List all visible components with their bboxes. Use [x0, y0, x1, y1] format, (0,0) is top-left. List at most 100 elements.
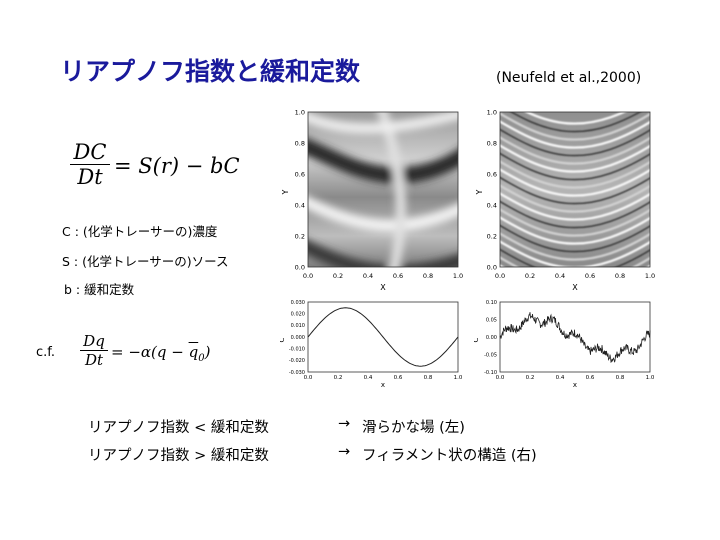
y-tick-label: 0.010	[291, 323, 305, 329]
y-tick-label: 0.2	[487, 232, 497, 240]
x-tick-label: 0.4	[556, 375, 565, 381]
smooth-section-y-ticks: 0.030 0.020 0.010 0.000 -0.010 -0.020 -0.030	[289, 300, 305, 376]
cf-fraction: Dq Dt	[80, 332, 108, 369]
x-tick-label: 0.8	[616, 375, 625, 381]
x-tick-label: 0.6	[394, 375, 403, 381]
y-tick-label: 0.05	[486, 317, 497, 323]
filament-line	[500, 208, 650, 237]
cf-numerator: Dq	[83, 332, 105, 350]
filament-line	[500, 176, 650, 205]
filament-x-label: X	[572, 283, 578, 292]
y-tick-label: 0.8	[487, 139, 497, 147]
filament-line	[500, 256, 650, 267]
x-tick-label: 1.0	[646, 375, 655, 381]
filament-x-ticks: 0.0 0.2 0.4 0.6 0.8 1.0	[495, 272, 655, 280]
filament-line	[509, 112, 642, 133]
comparison-1-right: 滑らかな場 (左)	[362, 420, 465, 436]
filament-line	[500, 224, 650, 253]
y-tick-label: 0.6	[295, 170, 305, 178]
filament-line	[500, 232, 650, 261]
x-tick-label: 0.0	[495, 272, 505, 280]
y-tick-label: 0.10	[486, 300, 497, 306]
filament-line	[500, 136, 650, 165]
x-tick-label: 0.8	[615, 272, 625, 280]
y-tick-label: 1.0	[295, 108, 305, 116]
definition-c: C : (化学トレーサーの)濃度	[62, 224, 218, 239]
y-tick-label: 0.00	[486, 335, 497, 341]
y-tick-label: 1.0	[487, 108, 497, 116]
smooth-field-image	[308, 112, 458, 267]
filament-line	[500, 200, 650, 229]
smooth-section-svg: 0.0 0.2 0.4 0.6 0.8 1.0 0.030 0.020 0.010 0.000 -…	[278, 300, 463, 389]
x-tick-label: 1.0	[454, 375, 463, 381]
comparison-1-left: リアプノフ指数 < 緩和定数	[88, 420, 269, 436]
filament-section-y-label: C	[474, 337, 480, 342]
filament-line	[500, 168, 650, 197]
comparison-2-right: フィラメント状の構造 (右)	[362, 448, 537, 464]
cf-denominator: Dt	[84, 351, 104, 369]
y-tick-label: 0.2	[295, 232, 305, 240]
filament-line	[500, 112, 650, 141]
y-tick-label: -0.030	[289, 370, 305, 376]
x-tick-label: 0.8	[423, 272, 433, 280]
y-tick-label: 0.4	[295, 201, 305, 209]
equation-denominator: Dt	[77, 165, 103, 189]
smooth-section-y-label: C	[280, 337, 286, 342]
filament-line	[500, 192, 650, 221]
filament-section-x-label: x	[573, 381, 577, 389]
filament-line	[500, 144, 650, 173]
y-tick-label: 0.6	[487, 170, 497, 178]
smooth-section-plot: 0.0 0.2 0.4 0.6 0.8 1.0 0.030 0.020 0.010 0.000 -…	[278, 298, 470, 390]
x-tick-label: 1.0	[645, 272, 655, 280]
y-tick-label: 0.4	[487, 201, 497, 209]
filament-line	[500, 240, 650, 267]
x-tick-label: 0.6	[585, 272, 595, 280]
cf-label: c.f.	[36, 345, 56, 360]
y-tick-label: 0.030	[291, 300, 305, 306]
y-tick-label: -0.010	[289, 346, 305, 352]
smooth-x-ticks: 0.0 0.2 0.4 0.6 0.8 1.0	[303, 272, 463, 280]
filament-section-x-ticks: 0.0 0.2 0.4 0.6 0.8 1.0	[496, 375, 655, 381]
y-tick-label: 0.0	[295, 263, 305, 271]
filament-line	[500, 248, 650, 267]
y-tick-label: 0.020	[291, 311, 305, 317]
filament-line	[500, 184, 650, 213]
x-tick-label: 0.2	[525, 272, 535, 280]
x-tick-label: 0.2	[333, 272, 343, 280]
filament-section-curve	[499, 312, 651, 364]
filament-field-svg: 0.0 0.2 0.4 0.6 0.8 1.0 1.00.80.60.40.20.0 X …	[475, 108, 655, 292]
y-tick-label: 0.000	[291, 335, 305, 341]
comparison-1-arrow: →	[338, 416, 351, 432]
x-tick-label: 0.0	[496, 375, 505, 381]
x-tick-label: 0.4	[363, 272, 373, 280]
filament-y-ticks: 1.0 0.8 0.6 0.4 0.2 0.0	[487, 108, 497, 271]
cf-rhs-suffix: )	[204, 343, 211, 361]
x-tick-label: 0.8	[424, 375, 433, 381]
definition-s: S : (化学トレーサーの)ソース	[62, 254, 229, 269]
comparison-2-left: リアプノフ指数 > 緩和定数	[88, 448, 269, 464]
cf-subscript: 0	[198, 353, 205, 364]
smooth-section-x-ticks: 0.0 0.2 0.4 0.6 0.8 1.0	[304, 375, 463, 381]
filament-line	[500, 216, 650, 245]
cf-qbar: q	[188, 343, 199, 361]
cf-rhs: = −α(q − q0)	[111, 343, 210, 364]
filament-line	[524, 112, 627, 125]
smooth-y-label: Y	[281, 189, 290, 195]
equation-numerator: DC	[73, 140, 107, 164]
cf-equation: Dq Dt = −α(q − q0)	[80, 332, 270, 378]
definition-b: b : 緩和定数	[64, 282, 135, 297]
filament-line	[500, 152, 650, 181]
x-tick-label: 0.0	[304, 375, 313, 381]
y-tick-label: -0.020	[289, 358, 305, 364]
equation-fraction: DC Dt	[70, 140, 110, 189]
x-tick-label: 0.0	[303, 272, 313, 280]
smooth-y-ticks: 1.0 0.8 0.6 0.4 0.2 0.0	[295, 108, 305, 271]
citation: (Neufeld et al.,2000)	[496, 70, 642, 86]
slide-title: リアプノフ指数と緩和定数	[60, 57, 361, 86]
filament-lines	[500, 112, 650, 267]
x-tick-label: 0.4	[364, 375, 373, 381]
filament-y-label: Y	[475, 189, 484, 195]
x-tick-label: 0.6	[586, 375, 595, 381]
main-equation: DC Dt = S(r) − bC	[70, 140, 270, 200]
x-tick-label: 0.4	[555, 272, 565, 280]
